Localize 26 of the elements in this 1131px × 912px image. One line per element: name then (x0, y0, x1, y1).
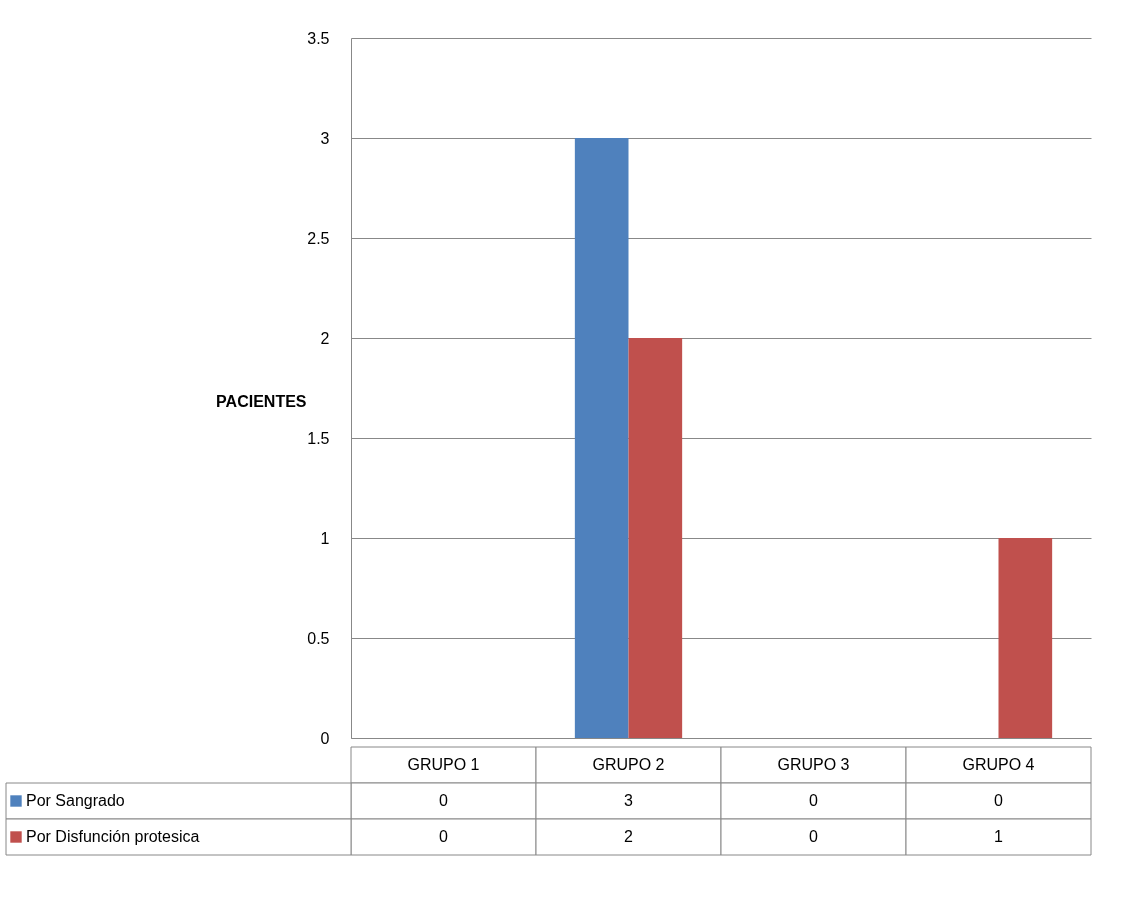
x-tick-label: GRUPO 2 (592, 756, 665, 773)
data-label: 1 (994, 828, 1004, 845)
y-tick-label: 1.5 (307, 429, 330, 447)
x-tick-label: GRUPO 1 (407, 756, 480, 773)
bar (628, 338, 683, 738)
y-tick-label: 1 (320, 529, 330, 547)
legend-label: Por Disfunción protesica (26, 828, 200, 845)
y-tick-label: 0 (320, 729, 330, 747)
data-label: 3 (624, 792, 634, 809)
y-tick-label: 3.5 (307, 29, 330, 47)
bar (574, 138, 629, 738)
y-tick-label: 0.5 (307, 629, 330, 647)
legend-label: Por Sangrado (26, 792, 125, 809)
data-label: 2 (624, 828, 634, 845)
data-label: 0 (439, 792, 449, 809)
y-tick-label: 2.5 (307, 229, 330, 247)
y-tick-label: 3 (320, 129, 330, 147)
x-tick-label: GRUPO 4 (962, 756, 1035, 773)
data-label: 0 (994, 792, 1004, 809)
y-axis-title: PACIENTES (216, 392, 307, 410)
data-label: 0 (439, 828, 449, 845)
data-label: 0 (809, 792, 819, 809)
bar (998, 538, 1053, 738)
y-tick-label: 2 (320, 329, 330, 347)
x-tick-label: GRUPO 3 (777, 756, 850, 773)
data-label: 0 (809, 828, 819, 845)
